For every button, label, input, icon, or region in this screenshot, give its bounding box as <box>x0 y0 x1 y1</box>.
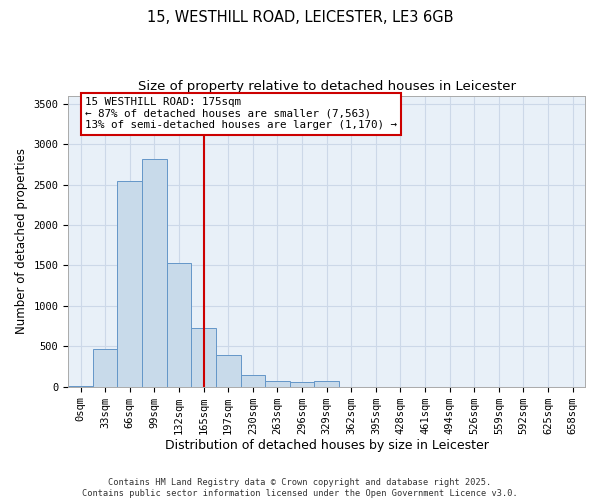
Text: 15, WESTHILL ROAD, LEICESTER, LE3 6GB: 15, WESTHILL ROAD, LEICESTER, LE3 6GB <box>147 10 453 25</box>
Bar <box>118 182 142 386</box>
Bar <box>241 376 265 386</box>
Bar <box>167 263 191 386</box>
Bar <box>265 380 290 386</box>
Bar <box>191 328 216 386</box>
Bar <box>216 355 241 386</box>
X-axis label: Distribution of detached houses by size in Leicester: Distribution of detached houses by size … <box>165 440 488 452</box>
Bar <box>314 380 339 386</box>
Y-axis label: Number of detached properties: Number of detached properties <box>15 148 28 334</box>
Text: 15 WESTHILL ROAD: 175sqm
← 87% of detached houses are smaller (7,563)
13% of sem: 15 WESTHILL ROAD: 175sqm ← 87% of detach… <box>85 97 397 130</box>
Text: Contains HM Land Registry data © Crown copyright and database right 2025.
Contai: Contains HM Land Registry data © Crown c… <box>82 478 518 498</box>
Bar <box>93 348 118 387</box>
Title: Size of property relative to detached houses in Leicester: Size of property relative to detached ho… <box>137 80 515 93</box>
Bar <box>290 382 314 386</box>
Bar <box>142 158 167 386</box>
